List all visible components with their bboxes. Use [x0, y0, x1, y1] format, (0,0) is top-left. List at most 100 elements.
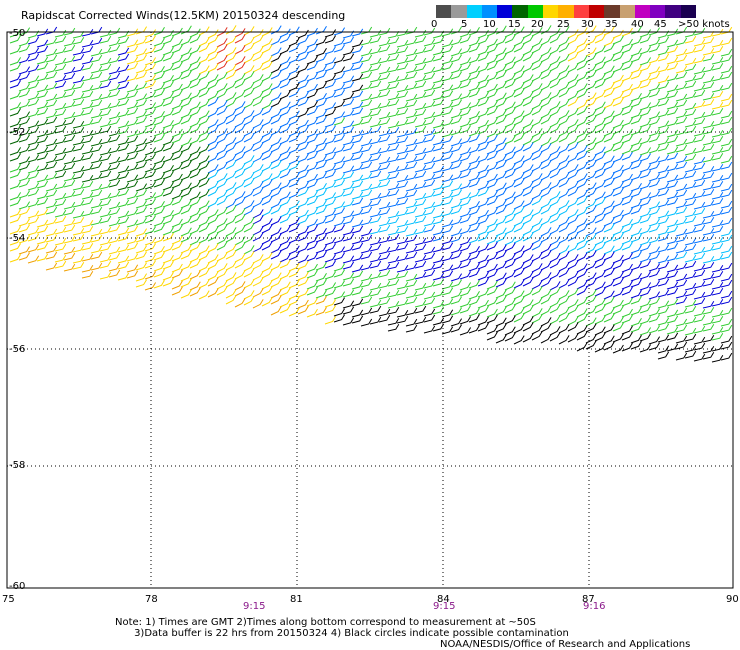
wind-barb	[306, 134, 318, 144]
wind-barb	[549, 124, 561, 134]
wind-barb	[72, 120, 85, 129]
lat-label: -60	[9, 581, 25, 592]
wind-barb	[531, 252, 543, 262]
wind-barb	[378, 308, 391, 317]
wind-barb	[621, 280, 633, 290]
wind-barb	[468, 100, 480, 109]
wind-barb	[72, 47, 85, 56]
wind-barb	[675, 217, 688, 226]
wind-barb	[450, 307, 463, 316]
wind-barb	[621, 128, 633, 138]
wind-barb	[207, 136, 219, 146]
wind-barb	[306, 196, 318, 206]
wind-barb	[657, 334, 670, 343]
wind-barb	[549, 326, 561, 336]
wind-barb	[90, 144, 103, 153]
wind-barb	[720, 37, 733, 46]
wind-barb	[423, 246, 436, 255]
wind-barb	[315, 161, 327, 170]
wind-barb	[387, 165, 400, 174]
wind-barb	[189, 270, 201, 280]
wind-barb	[495, 278, 507, 288]
wind-barb	[288, 217, 300, 227]
wind-barb	[603, 116, 615, 126]
wind-barb	[621, 134, 633, 144]
wind-barb	[594, 208, 606, 218]
wind-barb	[657, 81, 670, 90]
wind-barb	[702, 244, 715, 253]
wind-barb	[693, 27, 706, 36]
wind-barb	[549, 169, 561, 179]
wind-barb	[657, 255, 670, 264]
wind-barb	[603, 127, 615, 137]
wind-barb	[261, 55, 273, 65]
wind-barb	[387, 182, 400, 191]
wind-barb	[441, 129, 454, 138]
wind-barb	[549, 180, 561, 190]
wind-barb	[72, 244, 85, 253]
wind-barb	[540, 205, 552, 215]
wind-barb	[378, 314, 391, 323]
wind-barb	[468, 173, 480, 182]
wind-barb	[63, 218, 76, 227]
wind-barb	[72, 36, 85, 45]
wind-barb	[486, 145, 498, 155]
wind-barb	[504, 34, 516, 44]
wind-barb	[81, 101, 94, 110]
wind-barb	[180, 92, 192, 102]
wind-barb	[243, 296, 255, 306]
wind-barb	[234, 56, 246, 66]
wind-barb	[666, 118, 679, 127]
wind-barb	[270, 154, 282, 164]
wind-barb	[387, 278, 400, 287]
wind-barb	[603, 341, 615, 351]
wind-barb	[567, 260, 579, 270]
wind-barb	[252, 35, 264, 45]
wind-barb	[351, 146, 364, 155]
wind-barb	[153, 179, 165, 188]
wind-barb	[576, 331, 588, 341]
wind-barb	[243, 88, 255, 98]
wind-barb	[549, 28, 561, 38]
wind-barb	[522, 52, 534, 62]
wind-barb	[513, 290, 525, 300]
wind-barb	[711, 326, 724, 335]
wind-barb	[441, 315, 454, 324]
wind-barb	[144, 119, 157, 128]
wind-barb	[369, 226, 382, 235]
wind-barb	[639, 316, 652, 325]
wind-barb	[603, 217, 615, 227]
wind-barb	[621, 314, 633, 324]
wind-barb	[270, 306, 282, 316]
wind-barb	[387, 64, 400, 73]
wind-barb	[639, 181, 652, 190]
wind-barb	[126, 174, 139, 183]
wind-barb	[333, 27, 346, 36]
wind-barb	[288, 71, 300, 81]
wind-barb	[306, 252, 318, 262]
wind-barb	[234, 124, 246, 134]
wind-barb	[189, 146, 201, 156]
wind-barb	[504, 169, 516, 179]
wind-barb	[270, 199, 282, 209]
wind-barb	[306, 27, 318, 37]
wind-barb	[693, 325, 706, 334]
wind-barb	[675, 65, 688, 74]
wind-barb	[495, 154, 507, 164]
wind-barb	[108, 269, 121, 278]
wind-barb	[684, 215, 697, 224]
wind-barb	[666, 152, 679, 161]
wind-barb	[351, 242, 364, 251]
wind-barb	[468, 252, 480, 261]
wind-barb	[342, 300, 355, 309]
wind-barb	[279, 242, 291, 252]
wind-barb	[648, 325, 661, 334]
wind-barb	[315, 206, 327, 215]
wind-barb	[405, 262, 418, 271]
wind-barb	[702, 300, 715, 309]
wind-barb	[495, 126, 507, 136]
wind-barb	[234, 107, 246, 117]
wind-barb	[18, 100, 31, 109]
wind-barb	[153, 128, 165, 137]
